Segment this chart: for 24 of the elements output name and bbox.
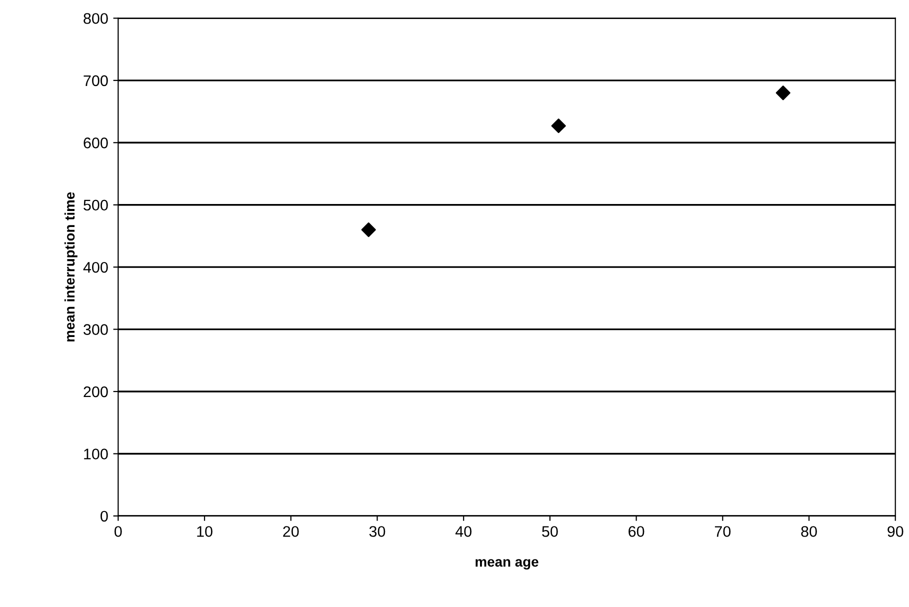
x-tick-label: 90 bbox=[888, 526, 904, 537]
x-tick-label: 80 bbox=[801, 526, 817, 537]
y-tick-label: 300 bbox=[84, 324, 108, 335]
x-axis-title: mean age bbox=[476, 559, 538, 570]
y-axis-title: mean interruption time bbox=[64, 192, 78, 342]
x-tick-label: 20 bbox=[283, 526, 299, 537]
y-tick-label: 100 bbox=[84, 448, 108, 460]
y-tick-label: 500 bbox=[84, 200, 108, 211]
y-tick-label: 0 bbox=[100, 510, 108, 522]
x-tick-label: 0 bbox=[114, 526, 122, 537]
x-tick-label: 10 bbox=[197, 526, 212, 537]
y-tick-label: 800 bbox=[84, 13, 108, 24]
y-tick-label: 700 bbox=[84, 75, 108, 86]
y-tick-label: 200 bbox=[84, 386, 108, 398]
x-tick-label: 70 bbox=[714, 526, 731, 537]
point bbox=[361, 222, 376, 238]
point bbox=[776, 86, 790, 100]
x-tick-label: 60 bbox=[628, 526, 644, 537]
x-tick-label: 40 bbox=[455, 526, 472, 537]
y-tick-label: 600 bbox=[84, 138, 108, 148]
y-tick-label: 400 bbox=[83, 262, 108, 273]
x-tick-label: 50 bbox=[542, 526, 558, 537]
x-tick-label: 30 bbox=[369, 526, 386, 537]
point bbox=[551, 118, 566, 134]
